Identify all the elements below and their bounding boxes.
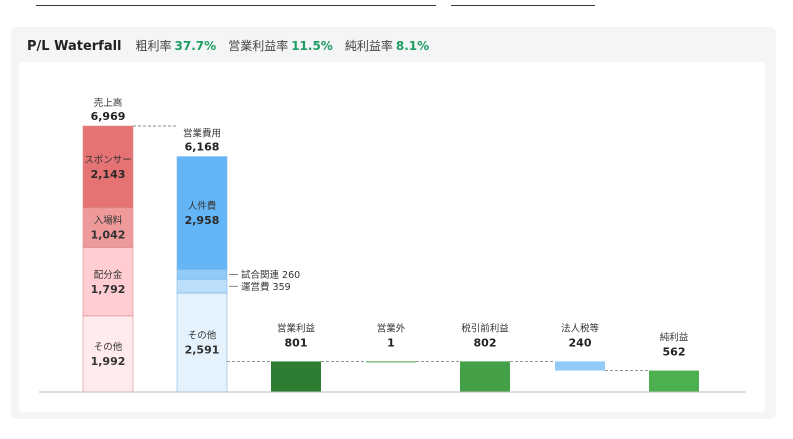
segment-value-label: 1,042	[91, 229, 126, 242]
waterfall-chart: スポンサー 2,143 入場料 1,042 配分金 1,792 その他 1,992 売上高6,9…	[39, 97, 746, 393]
segment-value-label: 2,591	[185, 344, 220, 357]
column-value-label: 240	[569, 336, 592, 349]
metric-value: 8.1%	[395, 39, 430, 53]
bar	[460, 361, 510, 392]
segment-callout-label: 試合関連 260	[241, 269, 300, 281]
column-name-label: 法人税等	[561, 322, 600, 334]
bar-segment	[176, 279, 228, 294]
metric-label: 営業利益率	[228, 39, 289, 53]
bar	[555, 361, 605, 371]
segment-value-label: 1,992	[91, 355, 126, 368]
column-value-label: 1	[387, 336, 395, 349]
bar-segment	[82, 315, 134, 393]
metric-value: 37.7%	[174, 39, 217, 53]
column-name-label: 売上高	[94, 97, 123, 109]
segment-name-label: 入場料	[94, 215, 123, 227]
top-rule-left	[36, 5, 436, 6]
metric-operating-margin: 営業利益率 11.5%	[228, 37, 333, 54]
column-value-label: 802	[474, 336, 497, 349]
column-value-label: 562	[663, 346, 686, 359]
segment-name-label: その他	[188, 330, 217, 342]
segment-name-label: 配分金	[94, 269, 123, 281]
column-name-label: 純利益	[660, 332, 689, 344]
bar-segment	[176, 156, 228, 270]
waterfall-card: P/L Waterfall 粗利率 37.7% 営業利益率 11.5% 純利益率 8.…	[11, 27, 776, 419]
bar-segment	[176, 292, 228, 393]
bar-segment	[176, 269, 228, 280]
top-rule-right	[451, 5, 595, 6]
column-name-label: 営業利益	[277, 322, 316, 334]
bar-segment	[82, 247, 134, 317]
column-total-label: 6,969	[91, 110, 126, 123]
segment-value-label: 2,958	[185, 214, 220, 227]
card-title: P/L Waterfall	[27, 39, 122, 54]
metric-gross-margin: 粗利率 37.7%	[136, 37, 217, 54]
bar	[649, 370, 699, 392]
segment-value-label: 1,792	[91, 283, 126, 296]
column-name-label: 税引前利益	[461, 322, 509, 334]
metric-value: 11.5%	[291, 39, 333, 53]
column-value-label: 801	[285, 336, 308, 349]
column-name-label: 営業費用	[183, 128, 221, 140]
bar-segment	[82, 207, 134, 248]
segment-name-label: スポンサー	[84, 155, 132, 166]
metric-label: 純利益率	[344, 39, 393, 53]
bar-segment	[82, 125, 134, 209]
metric-net-margin: 純利益率 8.1%	[345, 37, 429, 54]
column-name-label: 営業外	[377, 322, 406, 334]
bar	[366, 361, 416, 363]
segment-value-label: 2,143	[91, 168, 126, 181]
segment-name-label: 人件費	[188, 200, 217, 212]
column-total-label: 6,168	[185, 141, 220, 154]
bar	[271, 361, 321, 392]
metric-label: 粗利率	[135, 39, 172, 53]
chart-panel: スポンサー 2,143 入場料 1,042 配分金 1,792 その他 1,992 売上高 6,9…	[19, 62, 765, 412]
card-header: P/L Waterfall 粗利率 37.7% 営業利益率 11.5% 純利益率 8.…	[27, 37, 441, 54]
segment-callout-label: 運営費 359	[241, 281, 291, 293]
segment-name-label: その他	[94, 341, 123, 353]
